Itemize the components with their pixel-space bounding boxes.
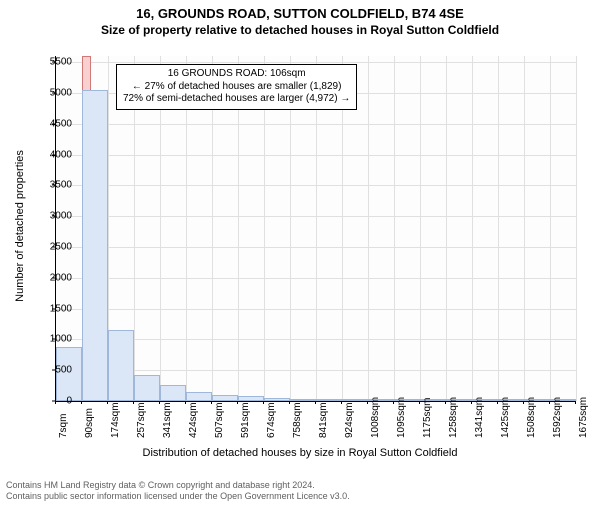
histogram-bar: [342, 399, 368, 401]
histogram-bar: [108, 330, 134, 401]
x-tick-mark: [523, 401, 524, 404]
gridline-v: [420, 56, 421, 401]
x-tick-label: 1258sqm: [448, 397, 459, 438]
footer: Contains HM Land Registry data © Crown c…: [6, 480, 350, 502]
x-tick-label: 841sqm: [318, 402, 329, 438]
x-tick-mark: [367, 401, 368, 404]
x-tick-mark: [393, 401, 394, 404]
x-tick-label: 674sqm: [266, 402, 277, 438]
gridline-v: [550, 56, 551, 401]
y-tick-mark: [52, 339, 55, 340]
y-tick-mark: [52, 185, 55, 186]
chart-container: 16, GROUNDS ROAD, SUTTON COLDFIELD, B74 …: [0, 6, 600, 506]
y-tick-mark: [52, 246, 55, 247]
gridline-v: [498, 56, 499, 401]
chart-title-address: 16, GROUNDS ROAD, SUTTON COLDFIELD, B74 …: [0, 6, 600, 21]
x-tick-label: 1095sqm: [396, 397, 407, 438]
annotation-line3: 72% of semi-detached houses are larger (…: [123, 93, 350, 106]
x-tick-mark: [497, 401, 498, 404]
footer-line1: Contains HM Land Registry data © Crown c…: [6, 480, 350, 491]
histogram-bar: [186, 392, 212, 401]
y-tick-mark: [52, 308, 55, 309]
x-tick-label: 1592sqm: [552, 397, 563, 438]
x-tick-mark: [341, 401, 342, 404]
x-tick-mark: [263, 401, 264, 404]
x-tick-mark: [289, 401, 290, 404]
chart-title-description: Size of property relative to detached ho…: [0, 23, 600, 37]
y-tick-mark: [52, 370, 55, 371]
x-tick-mark: [133, 401, 134, 404]
footer-line2: Contains public sector information licen…: [6, 491, 350, 502]
histogram-bar: [238, 396, 264, 401]
histogram-bar: [134, 375, 160, 401]
x-tick-label: 257sqm: [136, 402, 147, 438]
annotation-line1: 16 GROUNDS ROAD: 106sqm: [123, 68, 350, 81]
x-tick-mark: [81, 401, 82, 404]
y-tick-mark: [52, 154, 55, 155]
histogram-bar: [264, 398, 290, 401]
histogram-bar: [82, 90, 108, 401]
y-tick-mark: [52, 277, 55, 278]
x-tick-label: 174sqm: [110, 402, 121, 438]
x-tick-mark: [419, 401, 420, 404]
gridline-v: [576, 56, 577, 401]
x-tick-mark: [549, 401, 550, 404]
gridline-v: [472, 56, 473, 401]
x-tick-label: 7sqm: [58, 414, 69, 438]
x-tick-label: 1175sqm: [422, 398, 433, 438]
x-tick-mark: [445, 401, 446, 404]
x-tick-mark: [471, 401, 472, 404]
histogram-bar: [212, 395, 238, 401]
y-tick-mark: [52, 216, 55, 217]
x-tick-label: 758sqm: [292, 402, 303, 438]
x-tick-mark: [237, 401, 238, 404]
gridline-v: [524, 56, 525, 401]
histogram-bar: [290, 399, 316, 401]
x-tick-mark: [159, 401, 160, 404]
histogram-bar: [160, 385, 186, 401]
gridline-v: [368, 56, 369, 401]
x-tick-mark: [107, 401, 108, 404]
x-tick-label: 1425sqm: [500, 397, 511, 438]
x-tick-label: 507sqm: [214, 402, 225, 438]
histogram-bar: [316, 399, 342, 401]
x-tick-label: 424sqm: [188, 402, 199, 438]
gridline-v: [446, 56, 447, 401]
y-tick-mark: [52, 123, 55, 124]
x-tick-label: 1675sqm: [578, 397, 589, 438]
annotation-line2: ← 27% of detached houses are smaller (1,…: [123, 81, 350, 94]
x-tick-label: 341sqm: [162, 402, 173, 438]
x-tick-label: 1341sqm: [474, 397, 485, 438]
x-tick-mark: [315, 401, 316, 404]
y-tick-mark: [52, 92, 55, 93]
x-tick-mark: [55, 401, 56, 404]
x-axis-label: Distribution of detached houses by size …: [0, 447, 600, 459]
gridline-v: [394, 56, 395, 401]
x-tick-mark: [575, 401, 576, 404]
x-tick-mark: [211, 401, 212, 404]
annotation-box: 16 GROUNDS ROAD: 106sqm ← 27% of detache…: [116, 64, 357, 110]
x-tick-mark: [185, 401, 186, 404]
y-tick-mark: [52, 62, 55, 63]
x-tick-label: 1008sqm: [370, 397, 381, 438]
x-tick-label: 90sqm: [84, 408, 95, 438]
x-tick-label: 1508sqm: [526, 397, 537, 438]
x-tick-label: 924sqm: [344, 402, 355, 438]
x-tick-label: 591sqm: [240, 402, 251, 438]
y-axis-label: Number of detached properties: [14, 150, 26, 302]
